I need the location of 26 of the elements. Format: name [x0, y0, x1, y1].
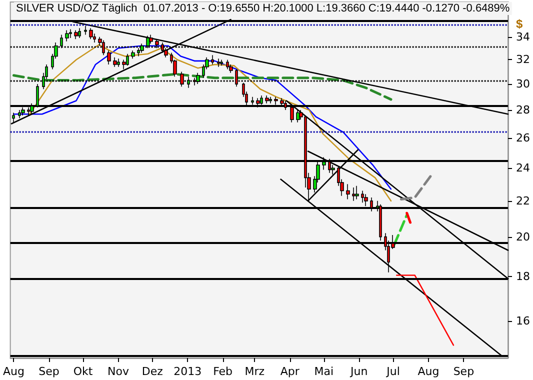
x-tick-label: 2013 [174, 365, 202, 378]
y-tick-label: 26 [516, 131, 530, 144]
y-tick-label: 16 [516, 314, 530, 328]
x-tick-label: Okt [73, 365, 94, 378]
x-tick-label: Apr [280, 365, 300, 378]
x-tick-label: Aug [2, 365, 24, 378]
x-tick-label: Sep [38, 365, 60, 378]
y-tick-label: 30 [516, 78, 530, 91]
chart-title: SILVER USD/OZ Täglich 01.07.2013 - O:19.6550 H:20.1000 L:19.3660 C:19.4440 -0.1270 -0.6489% [16, 2, 510, 14]
x-tick-label: Feb [213, 365, 233, 378]
y-tick-label: 22 [516, 194, 530, 208]
y-tick-label: 18 [516, 270, 530, 284]
y-tick-label: 34 [516, 30, 530, 44]
x-tick-label: Jul [386, 365, 400, 378]
x-tick-label: Nov [108, 365, 130, 378]
x-tick-label: Mrz [244, 365, 265, 378]
x-tick-label: Jun [350, 365, 368, 378]
y-tick-label: 32 [516, 53, 530, 66]
x-tick-label: Dez [142, 365, 164, 378]
x-tick-label: Sep [453, 365, 474, 378]
y-tick-label: 24 [516, 162, 530, 175]
y-tick-label: 28 [516, 104, 530, 117]
y-tick-label: 20 [516, 230, 530, 244]
x-tick-label: Mai [314, 365, 334, 378]
x-tick-label: Aug [418, 365, 440, 378]
y-axis-title: $ [516, 17, 524, 31]
